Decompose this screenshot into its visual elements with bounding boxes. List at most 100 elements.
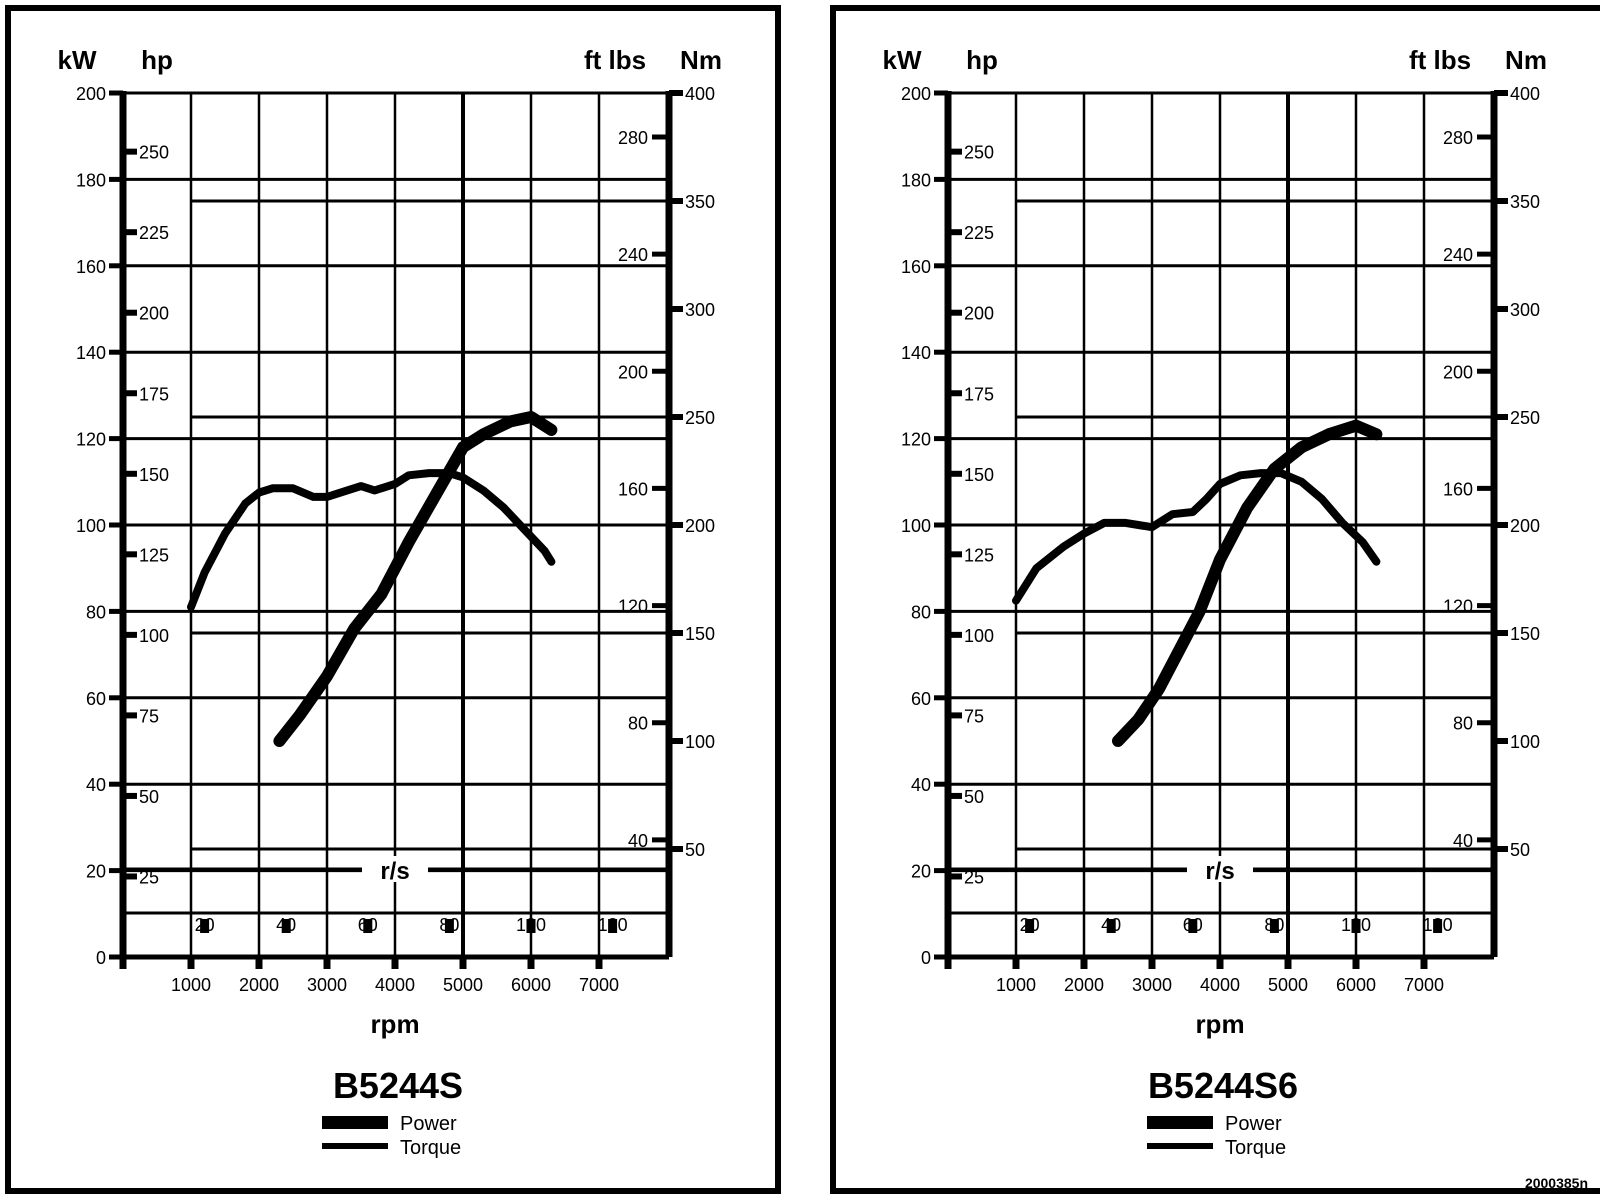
nm-tick-label: 50 — [685, 840, 705, 860]
nm-tick-label: 350 — [1510, 192, 1540, 212]
hp-tick-label: 200 — [139, 304, 169, 324]
nm-tick-label: 250 — [685, 408, 715, 428]
legend-label-power: Power — [400, 1113, 457, 1135]
ftlbs-tick-label: 120 — [1443, 597, 1473, 617]
nm-tick-label: 150 — [685, 624, 715, 644]
rpm-tick-label: 3000 — [1132, 975, 1172, 995]
rpm-tick-label: 7000 — [579, 975, 619, 995]
chart-panel-b5244s: 0 20 40 60 80 100 120 140 160 180 200 25 50 75 100 125 1… — [5, 5, 781, 1194]
hp-tick-label: 100 — [139, 626, 169, 646]
ftlbs-tick-label: 200 — [618, 362, 648, 382]
grid-lines — [123, 91, 669, 957]
hp-tick-label: 50 — [964, 787, 984, 807]
ftlbs-tick-label: 160 — [1443, 479, 1473, 499]
axis-label-nm: Nm — [680, 45, 722, 75]
axis-label-ftlbs: ft lbs — [584, 45, 646, 75]
axis-label-hp: hp — [966, 45, 998, 75]
ftlbs-tick-label: 240 — [1443, 245, 1473, 265]
rs-label-background — [1187, 856, 1253, 882]
nm-tick-label: 300 — [685, 300, 715, 320]
hp-tick-label: 175 — [139, 384, 169, 404]
kw-tick-label: 120 — [901, 430, 931, 450]
chart-panel-b5244s6: 0 20 40 60 80 100 120 140 160 180 200 25 50 75 100 125 1… — [830, 5, 1600, 1194]
nm-tick-label: 250 — [1510, 408, 1540, 428]
ftlbs-tick-label: 280 — [1443, 128, 1473, 148]
rs-tick-label: 80 — [1264, 915, 1284, 935]
nm-tick-label: 150 — [1510, 624, 1540, 644]
nm-tick-label: 350 — [685, 192, 715, 212]
nm-tick-label: 400 — [1510, 84, 1540, 104]
legend-swatch-torque — [322, 1143, 388, 1149]
series-line-torque — [187, 469, 556, 612]
kw-tick-label: 200 — [76, 84, 106, 104]
hp-tick-label: 25 — [139, 867, 159, 887]
hp-tick-label: 75 — [964, 706, 984, 726]
axis-label-hp: hp — [141, 45, 173, 75]
kw-tick-label: 180 — [76, 170, 106, 190]
hp-tick-label: 75 — [139, 706, 159, 726]
series-line-power — [273, 411, 558, 747]
legend-swatch-power — [322, 1116, 388, 1129]
rs-tick-label: 60 — [358, 915, 378, 935]
kw-tick-label: 60 — [911, 689, 931, 709]
rs-tick-label: 60 — [1183, 915, 1203, 935]
nm-tick-label: 100 — [1510, 732, 1540, 752]
rs-tick-label: 20 — [195, 915, 215, 935]
rpm-tick-label: 5000 — [443, 975, 483, 995]
figure-code: 2000385n — [1525, 1175, 1588, 1191]
chart-title: B5244S — [333, 1065, 463, 1106]
hp-tick-label: 50 — [139, 787, 159, 807]
ftlbs-tick-label: 40 — [628, 831, 648, 851]
rpm-tick-label: 1000 — [996, 975, 1036, 995]
kw-tick-label: 120 — [76, 430, 106, 450]
hp-tick-label: 100 — [964, 626, 994, 646]
kw-tick-label: 0 — [921, 948, 931, 968]
rpm-tick-label: 1000 — [171, 975, 211, 995]
rpm-tick-label: 3000 — [307, 975, 347, 995]
rs-label-background — [362, 856, 428, 882]
series-line-torque — [1012, 469, 1381, 605]
nm-tick-label: 400 — [685, 84, 715, 104]
kw-tick-label: 180 — [901, 170, 931, 190]
kw-tick-label: 140 — [76, 343, 106, 363]
axis-label-rpm: rpm — [1195, 1009, 1244, 1039]
rpm-tick-label: 2000 — [1064, 975, 1104, 995]
ftlbs-tick-label: 160 — [618, 479, 648, 499]
rs-tick-label: 120 — [598, 915, 628, 935]
ftlbs-tick-label: 120 — [618, 597, 648, 617]
kw-tick-label: 80 — [86, 602, 106, 622]
kw-tick-label: 20 — [911, 862, 931, 882]
hp-tick-label: 250 — [139, 143, 169, 163]
kw-tick-label: 140 — [901, 343, 931, 363]
kw-tick-label: 40 — [86, 775, 106, 795]
rpm-tick-label: 6000 — [511, 975, 551, 995]
rs-tick-label: 20 — [1020, 915, 1040, 935]
ftlbs-tick-label: 40 — [1453, 831, 1473, 851]
hp-tick-label: 200 — [964, 304, 994, 324]
axis-label-kw: kW — [883, 45, 922, 75]
nm-tick-label: 50 — [1510, 840, 1530, 860]
kw-tick-label: 40 — [911, 775, 931, 795]
kw-tick-label: 160 — [901, 257, 931, 277]
legend-label-torque: Torque — [1225, 1137, 1286, 1159]
legend-label-torque: Torque — [400, 1137, 461, 1159]
rpm-tick-label: 2000 — [239, 975, 279, 995]
rpm-tick-label: 4000 — [1200, 975, 1240, 995]
rs-tick-label: 40 — [1101, 915, 1121, 935]
kw-tick-label: 160 — [76, 257, 106, 277]
axis-label-rs: r/s — [380, 858, 409, 885]
hp-tick-label: 25 — [964, 867, 984, 887]
axis-label-ftlbs: ft lbs — [1409, 45, 1471, 75]
legend-swatch-power — [1147, 1116, 1213, 1129]
rpm-tick-label: 7000 — [1404, 975, 1444, 995]
rs-tick-label: 80 — [439, 915, 459, 935]
rs-tick-label: 100 — [1341, 915, 1371, 935]
axis-label-rpm: rpm — [370, 1009, 419, 1039]
hp-tick-label: 225 — [139, 223, 169, 243]
ftlbs-tick-label: 80 — [628, 714, 648, 734]
ftlbs-tick-label: 200 — [1443, 362, 1473, 382]
rpm-tick-label: 6000 — [1336, 975, 1376, 995]
